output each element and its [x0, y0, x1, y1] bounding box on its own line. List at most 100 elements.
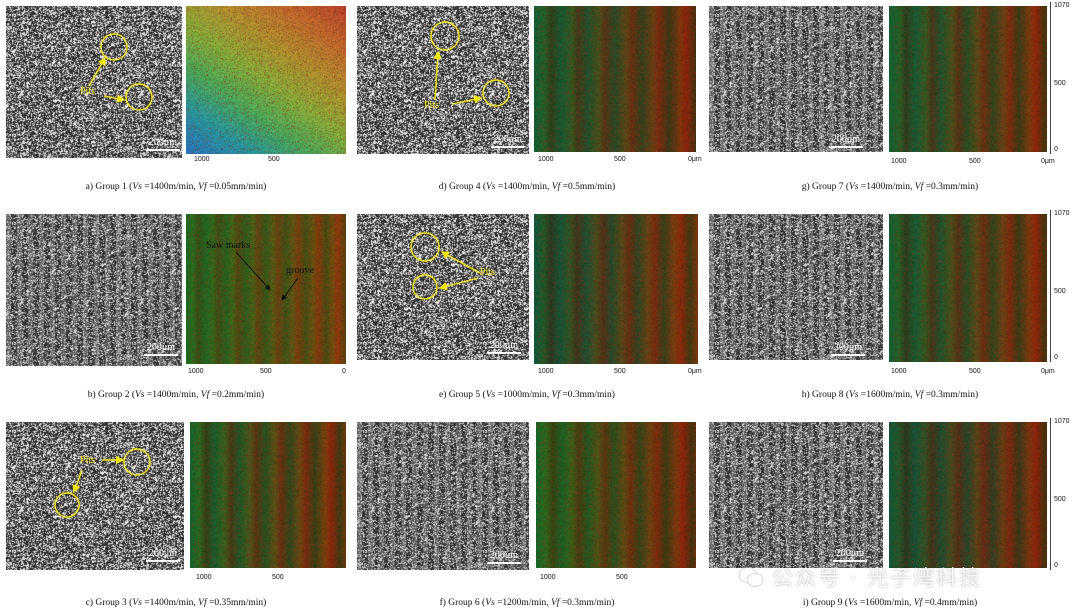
y-axis: 1070 500 0 [1050, 210, 1077, 362]
scale-bar: 200μm [146, 137, 180, 151]
sem-image-d: 200μm [357, 6, 529, 154]
sem-image-h: 200μm [709, 214, 883, 360]
tick-label: 0 [1054, 562, 1058, 569]
topography-map-e [534, 214, 698, 364]
scale-bar: 200μm [831, 342, 865, 356]
tick-label: 1000 [538, 156, 554, 163]
scale-bar: 200μm [487, 550, 521, 564]
tick-label: 500 [1054, 80, 1066, 87]
tick-label: 500 [614, 368, 626, 375]
sem-image-c: 200μm [6, 422, 184, 570]
tick-label: 500 [969, 158, 981, 165]
sem-image-b: 200μm [6, 214, 182, 366]
tick-label: 1000 [891, 158, 907, 165]
scale-bar: 200μm [829, 134, 863, 148]
x-axis: 1000 500 [536, 574, 702, 584]
groove-label: groove [286, 265, 314, 276]
topography-map-g [889, 6, 1047, 152]
x-axis: 1000 500 0μm [889, 158, 1055, 168]
scale-bar: 200μm [144, 342, 178, 356]
pits-label-e: Pits [480, 267, 496, 278]
topography-map-a [186, 6, 346, 154]
caption-c: c) Group 3 (Vs =1400m/min, Vf =0.35mm/mi… [85, 598, 267, 608]
topography-map-h [889, 214, 1047, 362]
wechat-icon [738, 567, 764, 587]
sem-image-g: 200μm [709, 6, 883, 152]
surface-grain [889, 6, 1047, 152]
tick-label: 0 [1054, 146, 1058, 153]
surface-grain [536, 422, 696, 568]
sem-texture [357, 6, 529, 154]
tick-label: 1000 [540, 574, 556, 581]
scale-bar: 200μm [491, 134, 525, 148]
tick-label: 500 [614, 156, 626, 163]
caption-e: e) Group 5 (Vs =1000m/min, Vf =0.3mm/min… [439, 390, 615, 400]
caption-h: h) Group 8 (Vs =1600m/min, Vf =0.3mm/min… [801, 390, 979, 400]
tick-label: 500 [1054, 288, 1066, 295]
topography-map-f [536, 422, 696, 568]
tick-label: 500 [1054, 496, 1066, 503]
caption-d: d) Group 4 (Vs =1400m/min, Vf =0.5mm/min… [438, 182, 616, 192]
pits-label-a: Pits [80, 86, 96, 97]
surface-grain [186, 6, 346, 154]
sem-texture [6, 6, 182, 158]
sem-image-e: 200μm [357, 214, 529, 360]
sem-texture [709, 214, 883, 360]
tick-label: 0μm [1041, 158, 1055, 165]
surface-grain [190, 422, 346, 568]
sem-image-a: 200μm [6, 6, 182, 158]
topography-map-c [190, 422, 346, 568]
surface-grain [186, 214, 346, 364]
tick-label: 500 [272, 574, 284, 581]
caption-a: a) Group 1 (Vs =1400m/min, Vf =0.05mm/mi… [85, 182, 267, 192]
x-axis: 1000 500 [186, 156, 346, 166]
sem-texture [6, 422, 184, 570]
tick-label: 1000 [891, 368, 907, 375]
sem-image-i: 200μm [709, 422, 883, 568]
x-axis: 1000 500 [190, 574, 346, 584]
watermark: 公众号 · 光子湾科技 [738, 560, 1058, 594]
surface-grain [534, 6, 696, 152]
y-axis: 1070 500 0 [1050, 418, 1077, 570]
saw-marks-label: Saw marks [206, 240, 251, 251]
surface-grain [889, 214, 1047, 362]
tick-label: 500 [268, 156, 280, 163]
scale-bar: 200μm [487, 340, 521, 354]
tick-label: 0 [1054, 354, 1058, 361]
tick-label: 500 [260, 368, 272, 375]
caption-g: g) Group 7 (Vs =1400m/min, Vf =0.3mm/min… [801, 182, 979, 192]
surface-grain [889, 422, 1047, 568]
tick-label: 1000 [538, 368, 554, 375]
scale-bar: 200μm [146, 548, 180, 562]
sem-image-f: 200μm [357, 422, 529, 570]
sem-texture [357, 422, 529, 570]
topography-map-i [889, 422, 1047, 568]
tick-label: 0 [342, 368, 346, 375]
tick-label: 1070 [1054, 210, 1070, 217]
sem-texture [6, 214, 182, 366]
x-axis: 1000 500 0 [186, 368, 348, 378]
tick-label: 1070 [1054, 2, 1070, 9]
tick-label: 0μm [1041, 368, 1055, 375]
x-axis: 1000 500 0μm [889, 368, 1055, 378]
y-axis: 1070 500 0 [1050, 2, 1077, 154]
caption-f: f) Group 6 (Vs =1200m/min, Vf =0.3mm/min… [439, 598, 615, 608]
topography-map-b [186, 214, 346, 364]
sem-texture [709, 422, 883, 568]
tick-label: 0μm [688, 156, 702, 163]
pits-label-c: Pits [80, 455, 96, 466]
tick-label: 1070 [1054, 418, 1070, 425]
caption-b: b) Group 2 (Vs =1400m/min, Vf =0.2mm/min… [87, 390, 265, 400]
caption-i: i) Group 9 (Vs =1600m/min, Vf =0.4mm/min… [802, 598, 978, 608]
topography-map-d [534, 6, 696, 152]
tick-label: 500 [616, 574, 628, 581]
sem-texture [357, 214, 529, 360]
tick-label: 1000 [194, 156, 210, 163]
tick-label: 500 [969, 368, 981, 375]
x-axis: 1000 500 0μm [534, 156, 702, 166]
tick-label: 1000 [196, 574, 212, 581]
surface-grain [534, 214, 698, 364]
sem-texture [709, 6, 883, 152]
x-axis: 1000 500 0μm [534, 368, 702, 378]
tick-label: 1000 [188, 368, 204, 375]
